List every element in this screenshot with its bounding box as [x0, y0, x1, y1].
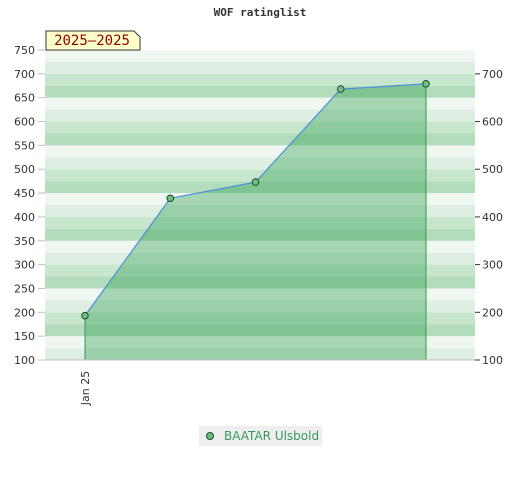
- legend: BAATAR Ulsbold: [199, 426, 322, 446]
- background-band: [45, 169, 475, 182]
- y-tick-label-left: 300: [14, 259, 35, 272]
- background-band: [45, 228, 475, 241]
- year-badge-label: 2025–2025: [54, 33, 130, 49]
- y-tick-label-right: 700: [482, 68, 503, 81]
- y-tick-label-right: 400: [482, 211, 503, 224]
- plot-background-bands: [45, 50, 475, 360]
- background-band: [45, 121, 475, 134]
- chart-title: WOF ratinglist: [214, 6, 307, 19]
- y-tick-label-left: 200: [14, 306, 35, 319]
- background-band: [45, 205, 475, 217]
- data-point: [166, 194, 175, 203]
- background-band: [45, 252, 475, 265]
- y-tick-label-right: 600: [482, 116, 503, 129]
- y-tick-label-left: 500: [14, 163, 35, 176]
- background-band: [45, 300, 475, 313]
- y-tick-label-left: 250: [14, 282, 35, 295]
- y-tick-label-left: 350: [14, 235, 35, 248]
- year-badge-box: [45, 30, 141, 51]
- y-axis-right: 100 200 300 400 500 600 700: [475, 68, 503, 367]
- y-tick-label-left: 150: [14, 330, 35, 343]
- y-tick-label-left: 450: [14, 187, 35, 200]
- background-band: [45, 97, 475, 110]
- y-tick-label-right: 500: [482, 163, 503, 176]
- legend-marker: [206, 432, 214, 440]
- background-band: [45, 193, 475, 205]
- series-area-fill: [85, 83, 426, 360]
- background-band: [45, 145, 475, 158]
- y-tick-label-left: 400: [14, 211, 35, 224]
- legend-label: BAATAR Ulsbold: [224, 429, 319, 443]
- data-point: [81, 311, 89, 320]
- x-tick-label: Jan 25: [79, 371, 92, 406]
- y-tick-label-left: 650: [14, 92, 35, 105]
- y-tick-label-right: 100: [482, 354, 503, 367]
- background-band: [45, 276, 475, 289]
- background-band: [45, 61, 475, 74]
- background-band: [45, 216, 475, 229]
- legend-box: [199, 426, 322, 446]
- background-band: [45, 348, 475, 360]
- y-axis-left: 100 150 200 250 300 350 400 450 500 550 600 650 700 7…: [14, 44, 45, 367]
- y-tick-label-left: 750: [14, 44, 35, 57]
- background-band: [45, 312, 475, 325]
- y-tick-label-right: 300: [482, 259, 503, 272]
- y-tick-label-left: 700: [14, 68, 35, 81]
- background-band: [45, 181, 475, 194]
- y-tick-label-left: 100: [14, 354, 35, 367]
- series-markers: [81, 80, 430, 320]
- background-band: [45, 324, 475, 337]
- background-band: [45, 336, 475, 349]
- y-tick-label-right: 200: [482, 306, 503, 319]
- background-band: [45, 288, 475, 301]
- y-tick-label-left: 550: [14, 139, 35, 152]
- year-badge: 2025–2025: [45, 30, 141, 51]
- data-point: [422, 80, 430, 88]
- background-band: [45, 133, 475, 146]
- data-point: [336, 85, 345, 93]
- y-tick-label-left: 600: [14, 116, 35, 129]
- data-point: [251, 178, 260, 186]
- background-band: [45, 73, 475, 86]
- background-band: [45, 50, 475, 62]
- background-band: [45, 85, 475, 98]
- background-band: [45, 157, 475, 170]
- background-band: [45, 109, 475, 122]
- background-band: [45, 264, 475, 277]
- background-band: [45, 240, 475, 253]
